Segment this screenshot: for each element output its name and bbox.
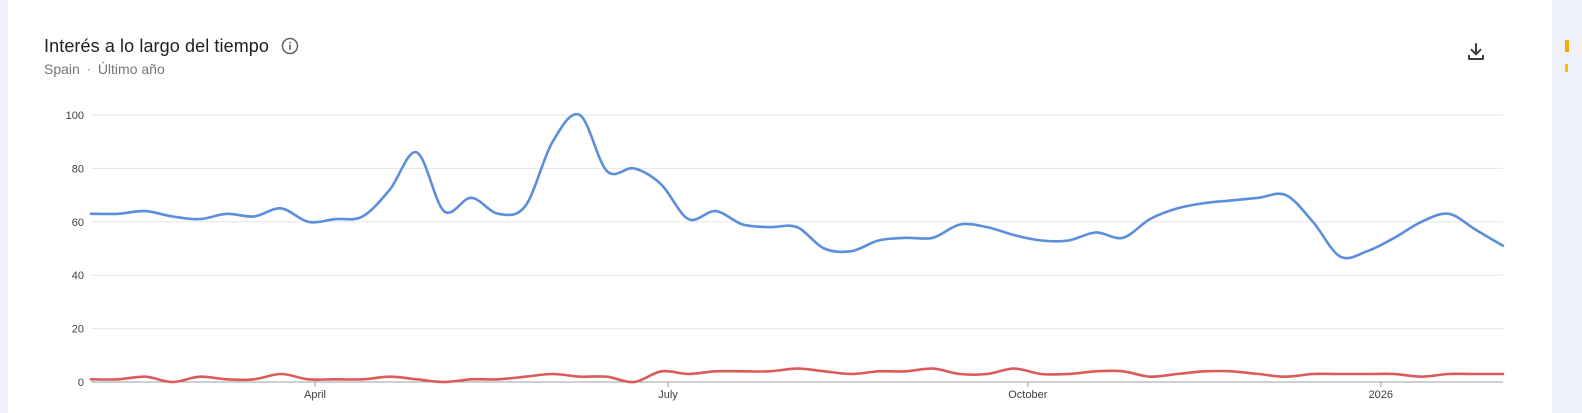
chart-card <box>8 0 1552 413</box>
region-label: Spain <box>44 61 80 77</box>
series-2-line <box>89 367 1505 384</box>
download-icon[interactable] <box>1464 40 1488 64</box>
chart-title: Interés a lo largo del tiempo <box>44 35 270 56</box>
y-tick-label: 0 <box>78 377 84 389</box>
period-label: Último año <box>97 61 165 77</box>
y-tick-label: 100 <box>66 110 84 122</box>
y-tick-label: 20 <box>72 324 84 336</box>
y-tick-label: 40 <box>72 270 84 282</box>
x-tick-label: July <box>658 389 678 401</box>
x-tick-label: 2026 <box>1369 389 1393 401</box>
y-tick-label: 60 <box>72 217 84 229</box>
separator-dot: · <box>86 62 91 76</box>
x-tick-label: October <box>1008 389 1047 401</box>
info-icon[interactable] <box>281 37 299 55</box>
edge-card-accent-2 <box>1565 64 1568 72</box>
edge-card-accent <box>1565 40 1569 52</box>
x-tick-label: April <box>304 389 326 401</box>
y-tick-label: 80 <box>72 163 84 175</box>
series-1-line <box>89 112 1505 260</box>
title-row: Interés a lo largo del tiempo <box>44 34 299 58</box>
chart-subtitle: Spain · Último año <box>44 61 165 77</box>
